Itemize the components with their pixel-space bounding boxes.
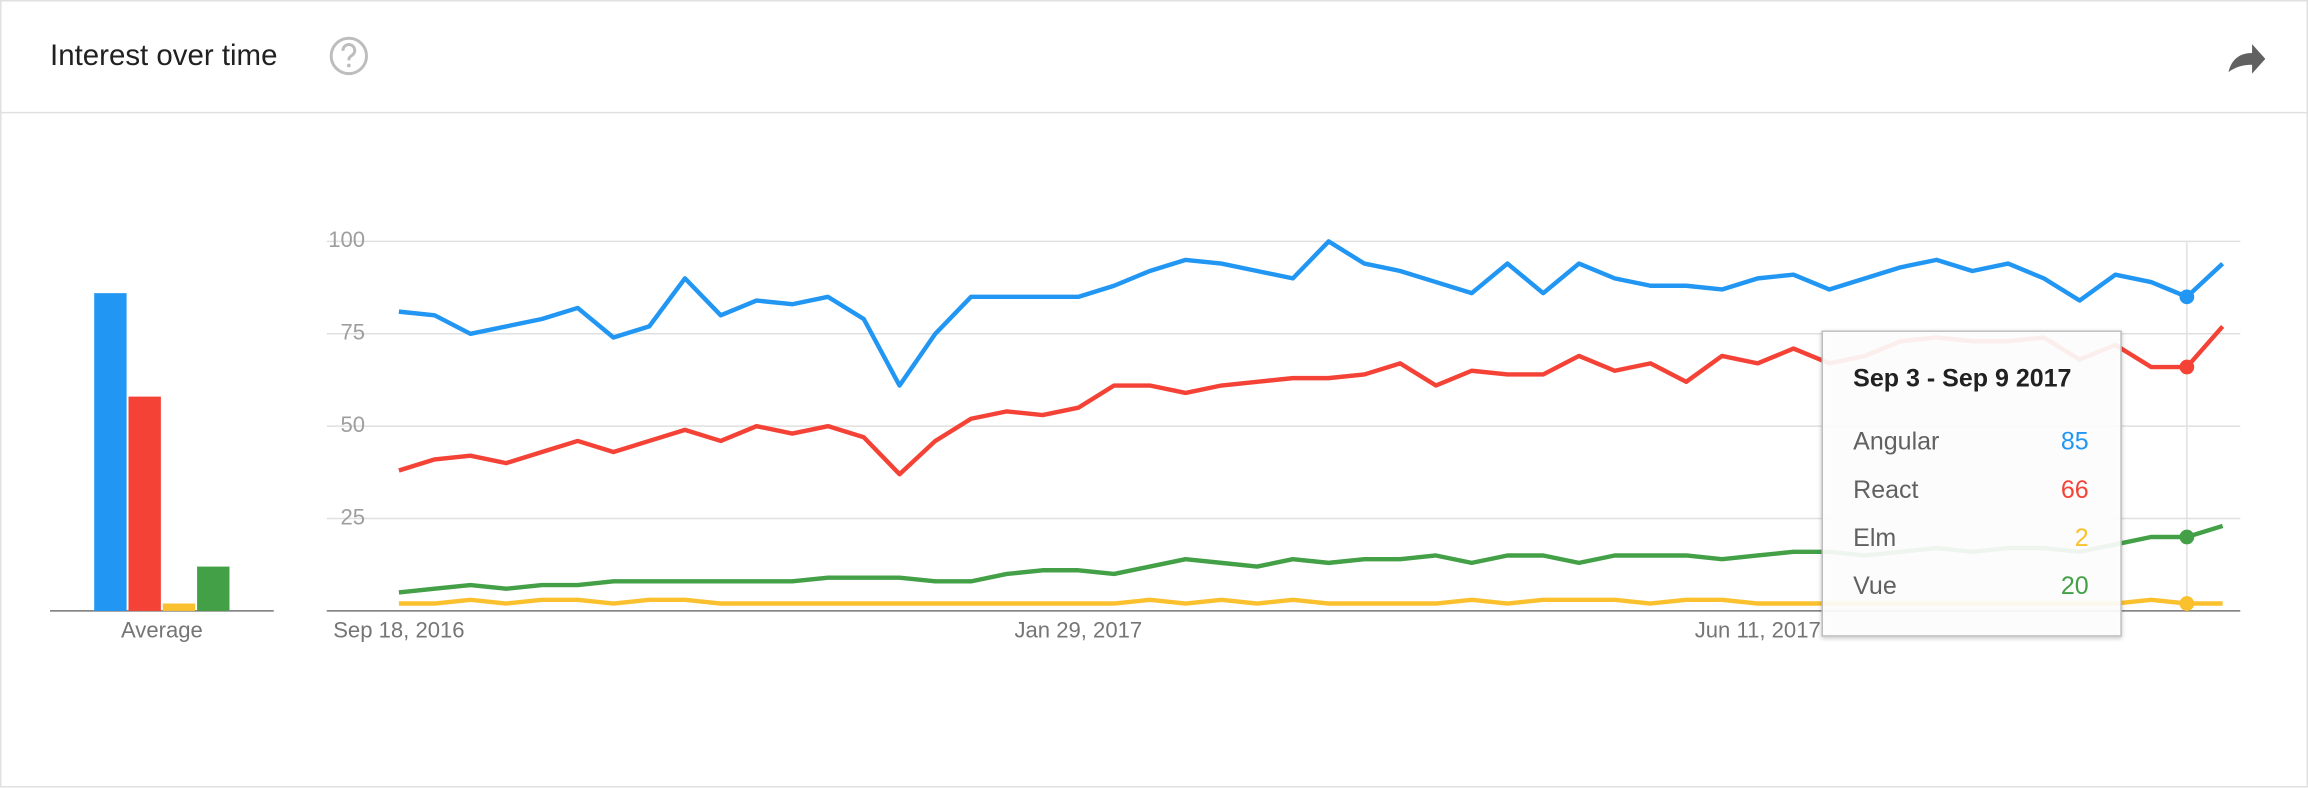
tooltip-value: 85	[2061, 428, 2089, 456]
hover-dot	[2179, 359, 2195, 375]
help-icon[interactable]	[329, 36, 368, 76]
tooltip-box	[1821, 330, 2122, 637]
tooltip-value: 2	[2075, 524, 2089, 552]
help-icon-mark	[341, 43, 357, 61]
x-tick-label: Sep 18, 2016	[333, 617, 464, 642]
chart-title: Interest over time	[50, 39, 277, 72]
x-tick-label: Jan 29, 2017	[1014, 617, 1142, 642]
help-icon-circle	[329, 36, 368, 76]
y-tick-label: 50	[340, 412, 365, 437]
hover-dot	[2179, 529, 2195, 545]
series-line	[398, 239, 2225, 388]
tooltip-series-name: Angular	[1853, 428, 1939, 456]
tooltip-value: 66	[2061, 476, 2089, 504]
y-tick-label: 100	[328, 227, 365, 252]
average-bar	[197, 566, 230, 611]
average-bar	[162, 603, 196, 611]
tooltip-series-name: Vue	[1853, 572, 1897, 600]
tooltip-series-name: Elm	[1853, 524, 1896, 552]
share-icon[interactable]	[2228, 44, 2266, 74]
tooltip-series-name: React	[1853, 476, 1918, 504]
tooltip-title: Sep 3 - Sep 9 2017	[1853, 364, 2071, 392]
average-bar	[128, 396, 161, 611]
x-tick-label: Jun 11, 2017	[1695, 617, 1821, 642]
y-tick-label: 75	[340, 320, 365, 345]
hover-dot	[2179, 596, 2195, 611]
average-label: Average	[121, 617, 203, 642]
hover-dot	[2179, 289, 2195, 305]
tooltip: Sep 3 - Sep 9 2017 Angular 85 React 66 Elm 2 Vu…	[1821, 330, 2122, 637]
y-tick-label: 25	[340, 504, 365, 529]
tooltip-value: 20	[2061, 572, 2089, 600]
average-bar	[94, 293, 127, 611]
help-icon-dot	[346, 63, 351, 68]
